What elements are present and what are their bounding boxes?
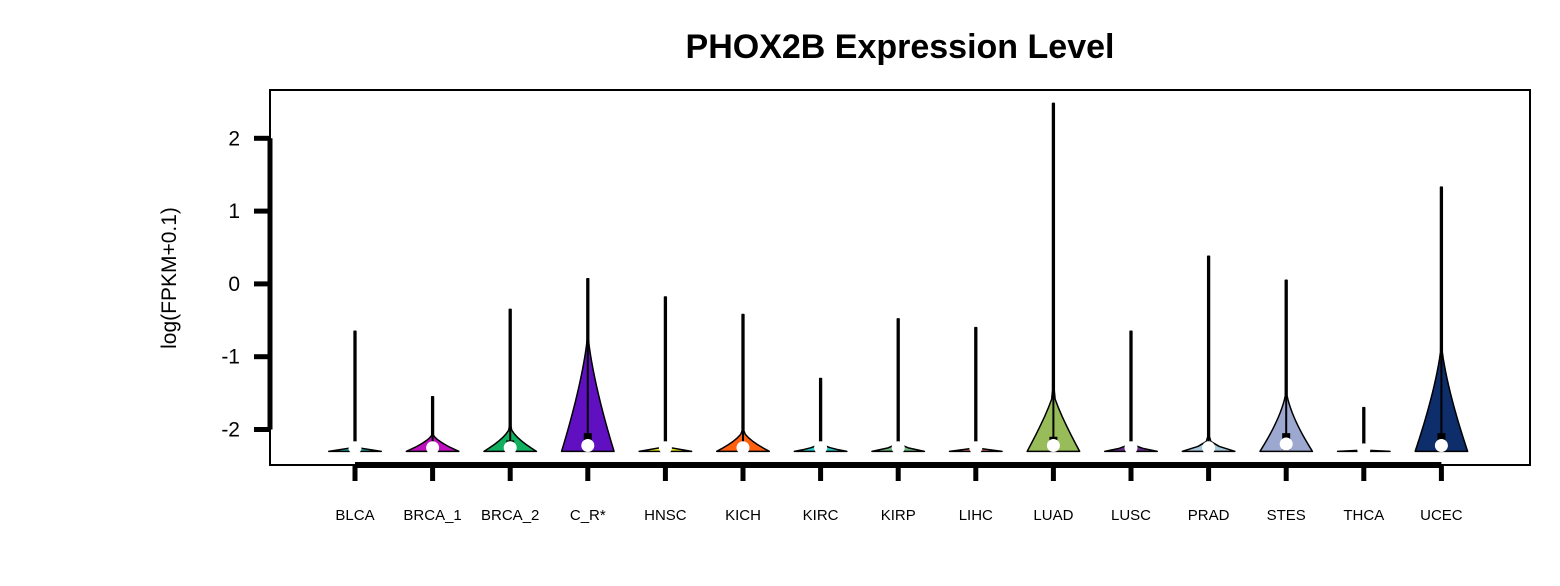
- y-tick-label: -2: [221, 419, 240, 442]
- x-tick-label: C_R*: [570, 507, 606, 524]
- x-tick-label: BLCA: [335, 507, 374, 524]
- x-tick-label: LUAD: [1033, 507, 1073, 524]
- x-tick-label: LIHC: [959, 507, 993, 524]
- violin-median-dot: [736, 441, 750, 455]
- y-tick-label: 2: [228, 127, 240, 150]
- x-tick-label: KIRP: [881, 507, 916, 524]
- plot-frame: [269, 89, 1531, 466]
- violin-median-dot: [348, 441, 362, 455]
- violin-median-dot: [814, 441, 828, 455]
- x-tick-label: BRCA_1: [403, 507, 461, 524]
- x-axis: BLCA BRCA_1 BRCA_2 C_R* HNSC KICH KIRC KIRP LIHC…: [335, 462, 1463, 524]
- violin-median-dot: [969, 441, 983, 455]
- violin-median-dot: [426, 441, 440, 455]
- y-tick-label: 1: [228, 200, 240, 223]
- x-tick-label: BRCA_2: [481, 507, 539, 524]
- violin-median-dot: [1124, 441, 1138, 455]
- violin-median-dot: [1202, 441, 1216, 455]
- x-tick-label: THCA: [1343, 507, 1384, 524]
- y-tick-label: 0: [228, 273, 240, 296]
- violin-median-dot: [1434, 439, 1448, 453]
- y-tick-label: -1: [221, 346, 240, 369]
- x-tick-label: STES: [1267, 507, 1306, 524]
- x-tick-label: LUSC: [1111, 507, 1151, 524]
- violin-median-dot: [503, 441, 517, 455]
- violin-median-dot: [1357, 443, 1371, 457]
- violins-group: [328, 102, 1469, 457]
- violin-median-dot: [891, 441, 905, 455]
- x-tick-label: HNSC: [644, 507, 687, 524]
- violin-median-dot: [658, 441, 672, 455]
- y-axis: -2 -1 0 1 2: [221, 127, 273, 442]
- violin-median-dot: [581, 439, 595, 453]
- x-tick-label: KICH: [725, 507, 761, 524]
- y-axis-label: log(FPKM+0.1): [158, 207, 181, 349]
- x-tick-label: KIRC: [803, 507, 839, 524]
- x-tick-label: UCEC: [1420, 507, 1463, 524]
- violin-median-dot: [1279, 437, 1293, 451]
- chart-title: PHOX2B Expression Level: [686, 28, 1115, 66]
- violin-median-dot: [1046, 439, 1060, 453]
- x-tick-label: PRAD: [1188, 507, 1230, 524]
